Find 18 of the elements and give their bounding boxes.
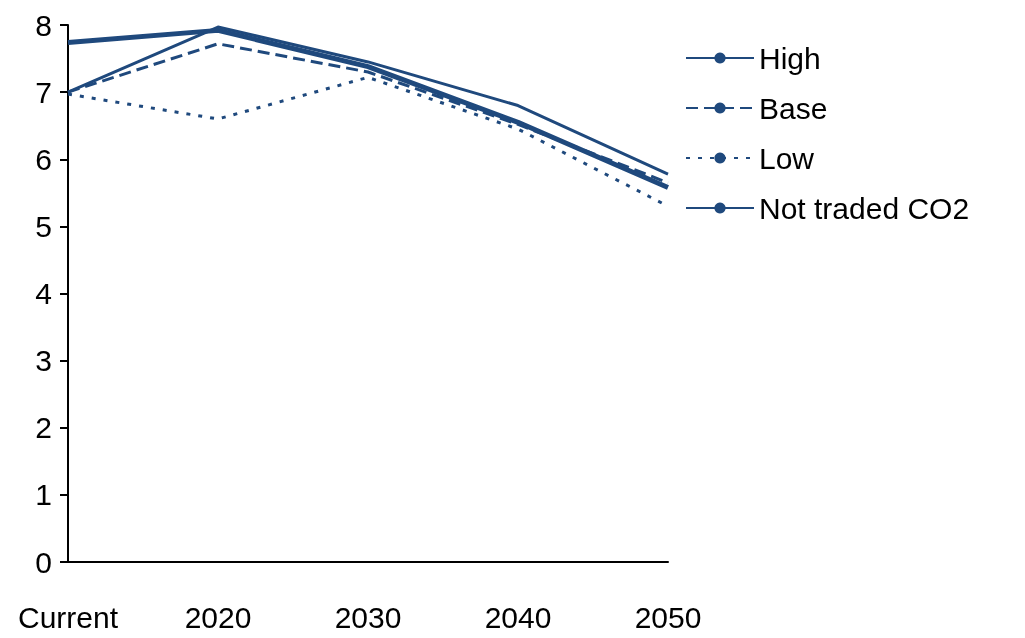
y-tick-label: 6: [35, 142, 52, 176]
y-tick-label: 8: [35, 8, 52, 42]
y-tick-label: 1: [35, 478, 52, 512]
x-tick-label: 2050: [634, 600, 702, 634]
x-tick-label: 2030: [334, 600, 402, 634]
x-tick-label: 2020: [184, 600, 252, 634]
y-tick-label: 7: [35, 75, 52, 109]
legend-label: Low: [759, 141, 815, 175]
y-tick-label: 5: [35, 209, 52, 243]
x-tick-label: 2040: [484, 600, 552, 634]
legend-label: High: [759, 41, 821, 75]
legend-label: Not traded CO2: [759, 191, 970, 225]
x-tick-label: Current: [17, 600, 119, 634]
y-tick-label: 2: [35, 411, 52, 445]
y-tick-label: 4: [35, 277, 52, 310]
y-tick-label: 3: [35, 344, 52, 378]
legend-label: Base: [759, 91, 828, 125]
y-tick-label: 0: [35, 545, 52, 579]
